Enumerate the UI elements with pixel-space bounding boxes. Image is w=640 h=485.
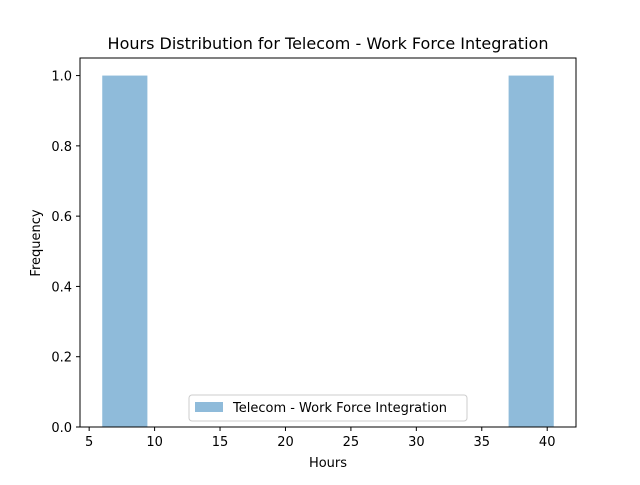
x-tick-label: 10 xyxy=(146,435,163,450)
y-tick-label: 0.0 xyxy=(51,421,72,436)
x-tick-label: 40 xyxy=(539,435,556,450)
x-tick-label: 20 xyxy=(277,435,294,450)
legend: Telecom - Work Force Integration xyxy=(188,394,468,422)
x-tick-label: 25 xyxy=(343,435,360,450)
chart-title: Hours Distribution for Telecom - Work Fo… xyxy=(108,34,549,53)
x-axis-ticks: 5 10 15 20 25 30 35 40 xyxy=(85,427,555,450)
y-tick-label: 0.8 xyxy=(51,140,72,155)
x-axis-label: Hours xyxy=(309,456,347,471)
histogram-bar-9 xyxy=(508,75,554,428)
plot-frame xyxy=(79,57,577,428)
y-axis-label: Frequency xyxy=(29,209,44,276)
x-tick-label: 5 xyxy=(85,435,93,450)
x-tick-label: 30 xyxy=(408,435,425,450)
y-tick-label: 0.6 xyxy=(51,210,72,225)
y-tick-label: 0.4 xyxy=(51,280,72,295)
legend-box xyxy=(188,394,468,422)
legend-label: Telecom - Work Force Integration xyxy=(232,401,447,416)
bars-group xyxy=(102,75,554,428)
x-tick-label: 35 xyxy=(473,435,490,450)
legend-swatch xyxy=(195,402,223,412)
y-tick-label: 1.0 xyxy=(51,70,72,85)
y-tick-label: 0.2 xyxy=(51,351,72,366)
y-axis-ticks: 0.0 0.2 0.4 0.6 0.8 1.0 xyxy=(51,70,80,436)
x-tick-label: 15 xyxy=(212,435,229,450)
histogram-bar-0 xyxy=(102,75,148,428)
